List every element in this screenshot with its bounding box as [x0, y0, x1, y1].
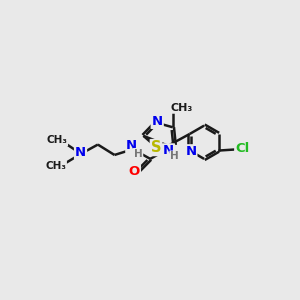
Text: CH₃: CH₃ — [170, 103, 193, 113]
Text: CH₃: CH₃ — [45, 161, 66, 171]
Text: H: H — [170, 152, 179, 161]
Text: H: H — [134, 149, 142, 159]
Text: Cl: Cl — [235, 142, 249, 155]
Text: N: N — [152, 115, 163, 128]
Text: O: O — [129, 165, 140, 178]
Text: N: N — [75, 146, 86, 159]
Text: N: N — [185, 145, 197, 158]
Text: CH₃: CH₃ — [46, 135, 67, 146]
Text: S: S — [151, 140, 161, 155]
Text: N: N — [126, 139, 137, 152]
Text: N: N — [163, 144, 174, 157]
